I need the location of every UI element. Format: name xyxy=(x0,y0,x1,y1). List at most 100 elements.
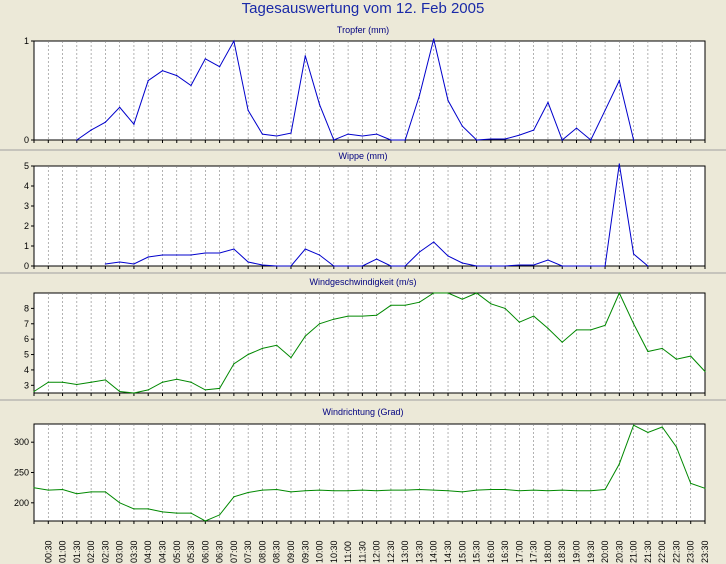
data-point xyxy=(533,489,535,491)
x-tick-label: 04:00 xyxy=(143,540,153,563)
data-point xyxy=(290,491,292,493)
data-point xyxy=(247,353,249,356)
data-point xyxy=(547,101,549,103)
x-tick-label: 19:30 xyxy=(586,540,596,563)
data-point xyxy=(261,347,264,349)
data-point xyxy=(218,252,221,254)
data-point xyxy=(390,265,392,267)
data-point xyxy=(133,392,135,394)
data-point xyxy=(47,489,49,491)
data-point xyxy=(504,265,506,267)
series-line xyxy=(33,291,706,394)
data-point xyxy=(547,259,549,261)
y-tick-label: 1 xyxy=(24,36,29,46)
data-point xyxy=(61,381,64,383)
x-tick-label: 09:00 xyxy=(286,540,296,563)
data-point xyxy=(347,315,349,317)
data-point xyxy=(218,66,221,68)
data-point xyxy=(604,109,606,111)
data-point xyxy=(404,265,406,267)
data-point xyxy=(518,134,521,136)
data-point xyxy=(290,132,292,134)
x-axis-labels: 00:30 01:00 01:30 02:00 02:30 03:00 03:30 04:00… xyxy=(43,540,710,563)
x-tick-label: 21:30 xyxy=(643,540,653,563)
data-point xyxy=(575,265,578,267)
x-tick-label: 10:30 xyxy=(329,540,339,563)
data-point xyxy=(376,314,378,316)
data-point xyxy=(104,263,106,265)
data-point xyxy=(147,508,149,510)
chart-panel-3: Windgeschwindigkeit (m/s) 3 4 5 6 7 8 xyxy=(0,277,726,401)
x-tick-label: 08:00 xyxy=(257,540,267,563)
data-point xyxy=(647,350,649,353)
data-point xyxy=(361,265,363,267)
data-point xyxy=(618,292,620,294)
data-point xyxy=(176,254,178,256)
data-point xyxy=(361,315,363,317)
data-point xyxy=(61,488,64,491)
data-point xyxy=(433,489,435,491)
data-point xyxy=(461,125,463,127)
data-point xyxy=(161,381,164,383)
x-tick-label: 23:30 xyxy=(700,540,710,563)
data-point xyxy=(376,133,378,135)
x-tick-label: 00:30 xyxy=(43,540,53,563)
page-title: Tagesauswertung vom 12. Feb 2005 xyxy=(241,0,485,17)
data-point xyxy=(76,139,78,141)
data-point xyxy=(647,431,649,434)
chart-panel-4: Windrichtung (Grad) 200 250 300 xyxy=(14,407,706,524)
data-point xyxy=(119,106,121,108)
data-point xyxy=(133,508,135,510)
data-point xyxy=(33,487,35,489)
data-point xyxy=(504,488,506,491)
x-tick-label: 05:00 xyxy=(172,540,182,563)
data-point xyxy=(490,303,492,305)
data-point xyxy=(218,387,221,389)
data-point xyxy=(76,493,78,495)
data-point xyxy=(190,381,192,383)
data-point xyxy=(119,261,121,263)
data-point xyxy=(333,490,335,492)
data-point xyxy=(504,307,506,309)
chart-panel-1: Tropfer (mm) 0 1 xyxy=(0,25,726,151)
data-point xyxy=(247,109,249,111)
data-point xyxy=(47,381,49,383)
data-point xyxy=(633,323,635,325)
data-point xyxy=(204,389,206,391)
data-point xyxy=(518,321,521,323)
data-point xyxy=(604,324,606,326)
data-point xyxy=(90,381,92,383)
data-point xyxy=(390,489,392,491)
data-point xyxy=(575,490,578,492)
data-point xyxy=(204,252,206,254)
data-point xyxy=(404,139,406,141)
x-tick-label: 14:30 xyxy=(443,540,453,563)
chart-panel-2: Wippe (mm) 0 1 2 3 4 5 xyxy=(0,151,726,274)
data-point xyxy=(561,139,563,141)
data-point xyxy=(447,99,449,101)
plot-area xyxy=(33,292,706,394)
data-point xyxy=(190,84,192,87)
data-point xyxy=(247,491,249,494)
data-point xyxy=(347,265,349,267)
data-point xyxy=(447,490,449,492)
data-point xyxy=(147,80,149,82)
x-tick-label: 18:30 xyxy=(557,540,567,563)
y-tick-label: 250 xyxy=(14,468,29,478)
panel-title: Windrichtung (Grad) xyxy=(322,407,403,417)
data-point xyxy=(433,241,435,243)
y-tick-label: 5 xyxy=(24,350,29,360)
data-point xyxy=(633,139,635,141)
data-point xyxy=(376,258,378,260)
data-point xyxy=(575,127,578,129)
data-point xyxy=(133,123,135,125)
data-point xyxy=(204,520,206,522)
data-point xyxy=(176,512,178,514)
data-point xyxy=(361,489,363,491)
data-point xyxy=(661,347,663,349)
x-tick-label: 19:00 xyxy=(572,540,582,563)
x-tick-label: 16:00 xyxy=(486,540,496,563)
x-tick-label: 14:00 xyxy=(429,540,439,563)
data-point xyxy=(461,262,463,264)
data-point xyxy=(604,488,606,491)
